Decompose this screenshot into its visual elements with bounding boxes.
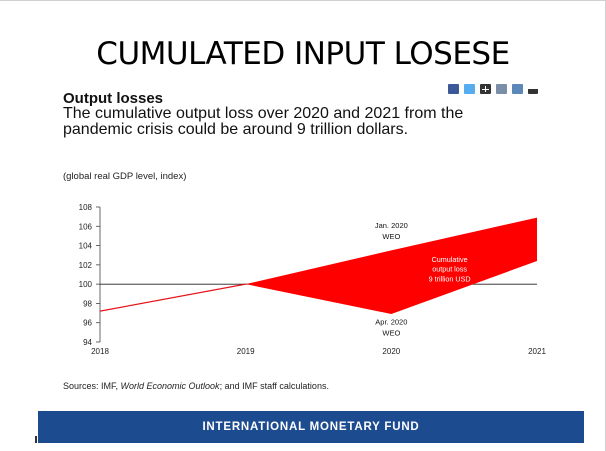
slide-title: CUMULATED INPUT LOSESE bbox=[96, 36, 510, 72]
imf-footer-bar: INTERNATIONAL MONETARY FUND bbox=[38, 411, 584, 443]
linkedin-icon[interactable] bbox=[496, 84, 507, 94]
y-tick-label: 94 bbox=[83, 338, 92, 347]
x-tick-label: 2020 bbox=[382, 347, 400, 356]
twitter-icon[interactable] bbox=[464, 84, 475, 94]
y-tick-label: 106 bbox=[79, 222, 93, 231]
jan-weo-label-line2: WEO bbox=[382, 232, 400, 241]
imf-footer-label: INTERNATIONAL MONETARY FUND bbox=[202, 421, 420, 433]
y-tick-label: 100 bbox=[79, 280, 93, 289]
more-icon[interactable] bbox=[528, 84, 538, 94]
source-suffix: ; and IMF staff calculations. bbox=[219, 381, 329, 391]
y-tick-label: 104 bbox=[79, 242, 93, 251]
gdp-line-pre-2019 bbox=[99, 283, 246, 312]
source-prefix: Sources: IMF, bbox=[63, 381, 121, 391]
apr-weo-label-line2: WEO bbox=[382, 328, 400, 337]
x-tick-label: 2018 bbox=[91, 347, 109, 356]
slide-marker bbox=[35, 436, 37, 443]
frame-top-border bbox=[0, 0, 606, 1]
y-tick-label: 98 bbox=[83, 299, 92, 308]
y-tick-label: 96 bbox=[83, 319, 92, 328]
unit-note: (global real GDP level, index) bbox=[63, 171, 187, 182]
cumulative-loss-area bbox=[245, 217, 537, 315]
chart-subtitle: The cumulative output loss over 2020 and… bbox=[63, 105, 464, 138]
loss-label-line1: Cumulative bbox=[432, 255, 468, 264]
loss-label-line2: output loss bbox=[432, 265, 467, 274]
source-note: Sources: IMF, World Economic Outlook; an… bbox=[63, 381, 329, 391]
x-tick-label: 2019 bbox=[237, 347, 255, 356]
email-icon[interactable] bbox=[512, 84, 523, 94]
plus-icon[interactable] bbox=[480, 84, 491, 94]
source-italic: World Economic Outlook bbox=[120, 381, 220, 391]
apr-weo-label-line1: Apr. 2020 bbox=[375, 318, 407, 327]
chart-title: Output losses bbox=[63, 90, 164, 107]
x-tick-label: 2021 bbox=[528, 347, 546, 356]
loss-label-line3: 9 trillion USD bbox=[429, 274, 471, 283]
share-toolbar bbox=[448, 84, 538, 94]
y-tick-label: 102 bbox=[79, 261, 93, 270]
facebook-icon[interactable] bbox=[448, 84, 459, 94]
y-tick-label: 108 bbox=[79, 203, 93, 212]
jan-weo-label-line1: Jan. 2020 bbox=[375, 221, 408, 230]
